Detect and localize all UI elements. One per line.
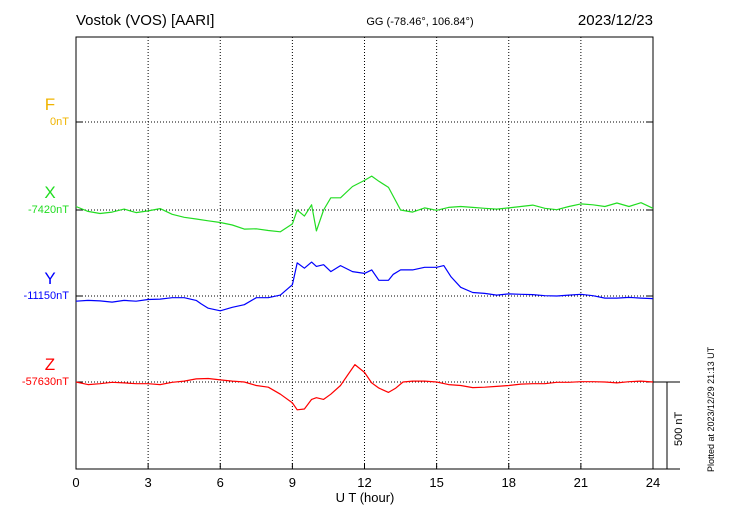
chart-title: Vostok (VOS) [AARI] — [76, 12, 214, 29]
chart-date: 2023/12/23 — [578, 12, 653, 29]
series-line-z — [75, 364, 654, 411]
x-tick-label: 6 — [217, 475, 224, 490]
x-tick-label: 12 — [357, 475, 371, 490]
grid-layer — [147, 37, 582, 469]
x-tick-label: 3 — [145, 475, 152, 490]
series-name-y: Y — [44, 269, 55, 288]
series-baseline-label-x: -7420nT — [28, 204, 69, 216]
series-baseline-label-y: -11150nT — [24, 290, 70, 302]
x-tick-label: 24 — [646, 475, 660, 490]
x-axis-label: U T (hour) — [336, 490, 395, 505]
x-tick-layer: 0 3 6 9 12 15 18 21 24 — [72, 463, 660, 490]
scale-bar — [653, 381, 680, 470]
x-tick-label: 15 — [429, 475, 443, 490]
scale-bar-label: 500 nT — [673, 411, 685, 446]
series-line-y — [75, 261, 654, 312]
series-layer — [75, 175, 654, 411]
series-baseline-label-f: 0nT — [50, 116, 69, 128]
series-name-z: Z — [45, 355, 55, 374]
x-tick-label: 21 — [574, 475, 588, 490]
x-tick-label: 18 — [502, 475, 516, 490]
series-name-f: F — [45, 95, 55, 114]
series-baseline-label-z: -57630nT — [22, 376, 69, 388]
series-label-layer: F 0nT X -7420nT Y -11150nT Z -57630nT — [22, 95, 69, 388]
series-line-x — [75, 175, 654, 233]
station-coordinates: GG (-78.46°, 106.84°) — [366, 16, 473, 28]
x-tick-label: 9 — [289, 475, 296, 490]
series-name-x: X — [44, 183, 55, 202]
plotted-at-note: Plotted at 2023/12/29 21:13 UT — [706, 346, 716, 472]
x-tick-label: 0 — [72, 475, 79, 490]
